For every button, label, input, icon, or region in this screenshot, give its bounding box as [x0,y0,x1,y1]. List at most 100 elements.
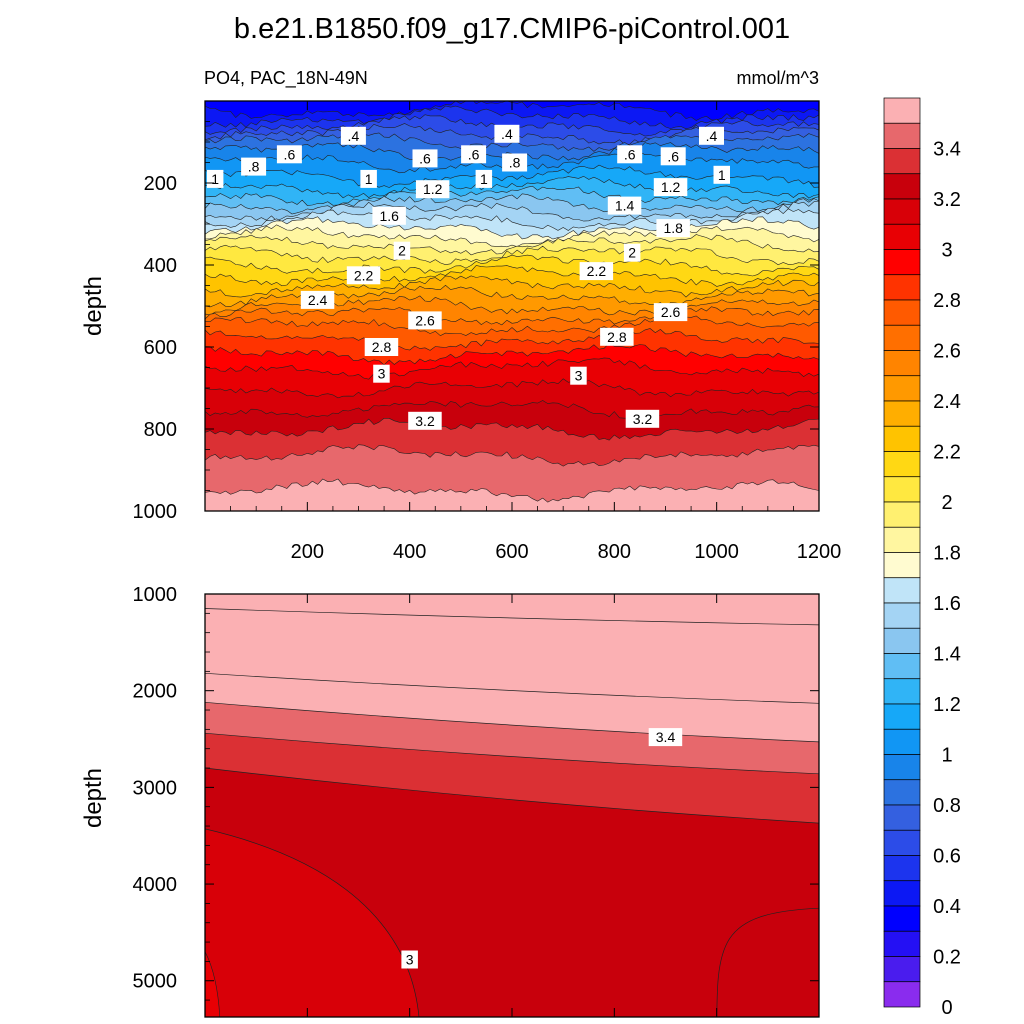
svg-text:2.8: 2.8 [607,329,627,345]
colorbar-label: 2.8 [933,290,961,312]
svg-text:3.2: 3.2 [633,411,653,427]
lower-y-tick-label: 4000 [133,874,178,896]
svg-text:.6: .6 [624,146,636,162]
upper-x-tick-label: 1000 [694,541,739,563]
upper-x-tick-label: 600 [495,541,528,563]
svg-text:1.2: 1.2 [661,179,681,195]
colorbar-box [883,602,921,629]
colorbar-label: 0.2 [933,947,961,969]
svg-text:1: 1 [718,167,726,183]
colorbar-box [883,425,921,452]
colorbar-label: 0.8 [933,795,961,817]
svg-text:.4: .4 [501,126,513,142]
lower-contour-line-right [716,907,819,1017]
upper-contour-label: 3 [373,364,390,383]
chart-units: mmol/m^3 [737,68,819,88]
colorbar-box [883,526,921,553]
colorbar-label: 2 [941,492,952,514]
upper-contour-label: 1.4 [607,196,642,215]
colorbar-label: 3.4 [933,139,961,161]
colorbar-label: 1 [941,745,952,767]
lower-contour-label: 3 [401,950,418,969]
upper-contour-label: 2.8 [600,327,634,346]
svg-text:2.2: 2.2 [587,263,607,279]
lower-contour-3 [205,828,420,1017]
colorbar-box [883,552,921,579]
colorbar-label: 0 [941,997,952,1019]
colorbar-box [883,97,921,124]
upper-x-tick-label: 200 [291,541,324,563]
lower-contour-label: 3.4 [648,728,683,747]
svg-text:.4: .4 [348,128,360,144]
colorbar-label: 1.4 [933,644,961,666]
upper-contour-label: .8 [241,157,267,176]
colorbar-box [883,223,921,250]
upper-contour-label: 1.6 [372,206,406,225]
colorbar-label: 1.8 [933,543,961,565]
svg-text:3.2: 3.2 [415,413,435,429]
upper-contour-label: 2.2 [579,262,614,281]
upper-contour-label: 1 [475,169,493,188]
colorbar-box [883,981,921,1008]
colorbar-box [883,122,921,149]
svg-text:.4: .4 [706,128,718,144]
upper-contour-label: 2.2 [346,266,381,285]
colorbar-box [883,779,921,806]
upper-contour-label: 2.6 [653,303,688,322]
lower-contour-2-9 [205,951,221,1017]
colorbar-label: 0.6 [933,846,961,868]
colorbar-box [883,627,921,654]
svg-text:2.6: 2.6 [661,304,681,320]
svg-text:1: 1 [365,171,373,187]
colorbar-box [883,804,921,831]
colorbar-label: 2.4 [933,391,961,413]
colorbar-label: 3 [941,240,952,262]
svg-text:1.2: 1.2 [423,181,443,197]
svg-text:.8: .8 [248,159,260,175]
upper-contour-label: .6 [461,145,487,164]
svg-text:1.4: 1.4 [615,198,635,214]
upper-contour-label: 3.2 [625,409,660,428]
svg-text:2.8: 2.8 [372,339,392,355]
upper-y-tick-label: 1000 [133,501,178,523]
upper-contour-label: 2.6 [408,311,442,330]
upper-x-tick-label: 1200 [797,541,842,563]
colorbar-label: 2.6 [933,341,961,363]
upper-contour-label: 1.2 [415,180,450,199]
upper-contour-label: .4 [340,126,366,145]
svg-text:2: 2 [628,245,636,261]
svg-text:1.8: 1.8 [663,220,683,236]
chart-title: b.e21.B1850.f09_g17.CMIP6-piControl.001 [234,13,790,45]
lower-panel: 3.4 3 1000 2000 3000 4000 5000 depth [80,584,820,1018]
upper-contour-label: 2 [393,241,411,260]
upper-contour-label: 3 [570,366,587,385]
colorbar-box [883,880,921,907]
colorbar-label: 2.2 [933,442,961,464]
svg-text:.8: .8 [509,155,521,171]
upper-contour-label: .6 [617,145,643,164]
colorbar-box [883,728,921,755]
lower-y-axis-label: depth [80,768,107,828]
colorbar-box [883,956,921,983]
upper-contour-label: 2.8 [364,338,399,356]
upper-x-tick-label: 400 [393,541,426,563]
svg-text:2: 2 [398,243,406,259]
svg-text:3: 3 [378,366,386,382]
upper-contour-label: .4 [494,124,520,143]
upper-contour-label: .8 [502,153,528,172]
colorbar-label: 1.6 [933,593,961,615]
lower-y-tick-label: 3000 [133,777,178,799]
upper-y-tick-label: 600 [144,337,177,359]
lower-y-tick-label: 2000 [133,681,178,703]
colorbar-box [883,198,921,225]
colorbar-label: 3.2 [933,189,961,211]
svg-text:.6: .6 [284,146,296,162]
upper-contour-label: 1.2 [653,178,688,197]
colorbar-box [883,855,921,882]
colorbar-box [883,476,921,503]
chart-subtitle-left: PO4, PAC_18N-49N [204,68,368,89]
lower-y-tick-label: 5000 [133,971,178,993]
colorbar-label: 1.2 [933,694,961,716]
upper-contour-label: 1 [206,169,224,188]
